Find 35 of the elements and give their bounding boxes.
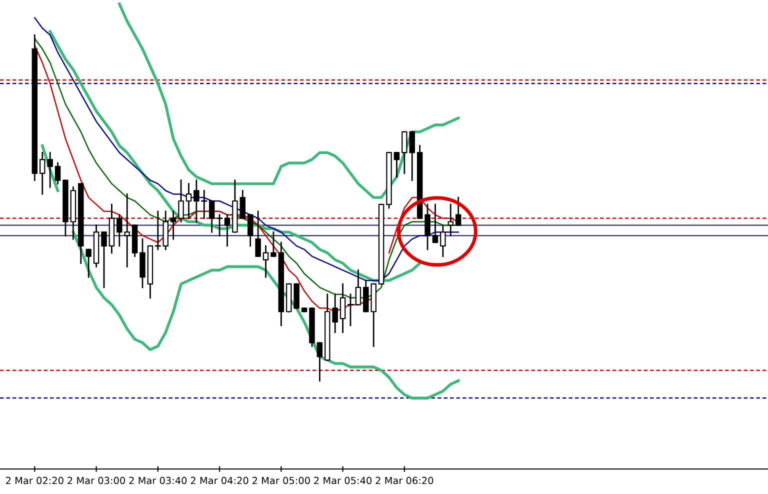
candlestick xyxy=(170,210,176,240)
x-tick-label: 2 Mar 05:00 xyxy=(252,476,310,484)
x-tick-label: 2 Mar 03:40 xyxy=(129,476,187,484)
x-tick-label: 2 Mar 03:00 xyxy=(68,476,126,484)
candlestick xyxy=(455,196,462,226)
candlestick xyxy=(394,152,400,178)
candlestick xyxy=(355,269,362,306)
x-tick-label: 2 Mar 04:20 xyxy=(190,476,248,484)
candlestick xyxy=(154,210,161,250)
candlestick xyxy=(101,231,107,288)
x-tick-label: 2 Mar 06:20 xyxy=(376,476,434,484)
candlestick xyxy=(255,210,261,258)
candlestick xyxy=(262,245,269,278)
candlestick xyxy=(247,214,254,247)
candlestick xyxy=(424,204,430,250)
candlestick xyxy=(186,183,192,219)
candlestick xyxy=(270,231,276,258)
candlestick xyxy=(347,294,354,326)
candlestick xyxy=(432,204,438,244)
candlestick xyxy=(208,200,215,233)
candlestick xyxy=(332,294,338,334)
x-tick-label: 2 Mar 02:20 xyxy=(6,476,64,484)
candlestick xyxy=(47,152,53,188)
candlestick xyxy=(316,342,323,382)
candlestick xyxy=(178,180,184,222)
candlestick xyxy=(340,283,346,334)
candlestick xyxy=(54,162,61,184)
candlestick xyxy=(40,152,46,195)
candlestick xyxy=(86,248,92,278)
candlestick xyxy=(448,204,454,236)
candlestick xyxy=(240,190,246,219)
candlestick xyxy=(224,214,230,247)
candlestick xyxy=(440,224,446,258)
candlestick xyxy=(216,214,223,236)
x-tick-label: 2 Mar 05:40 xyxy=(314,476,372,484)
